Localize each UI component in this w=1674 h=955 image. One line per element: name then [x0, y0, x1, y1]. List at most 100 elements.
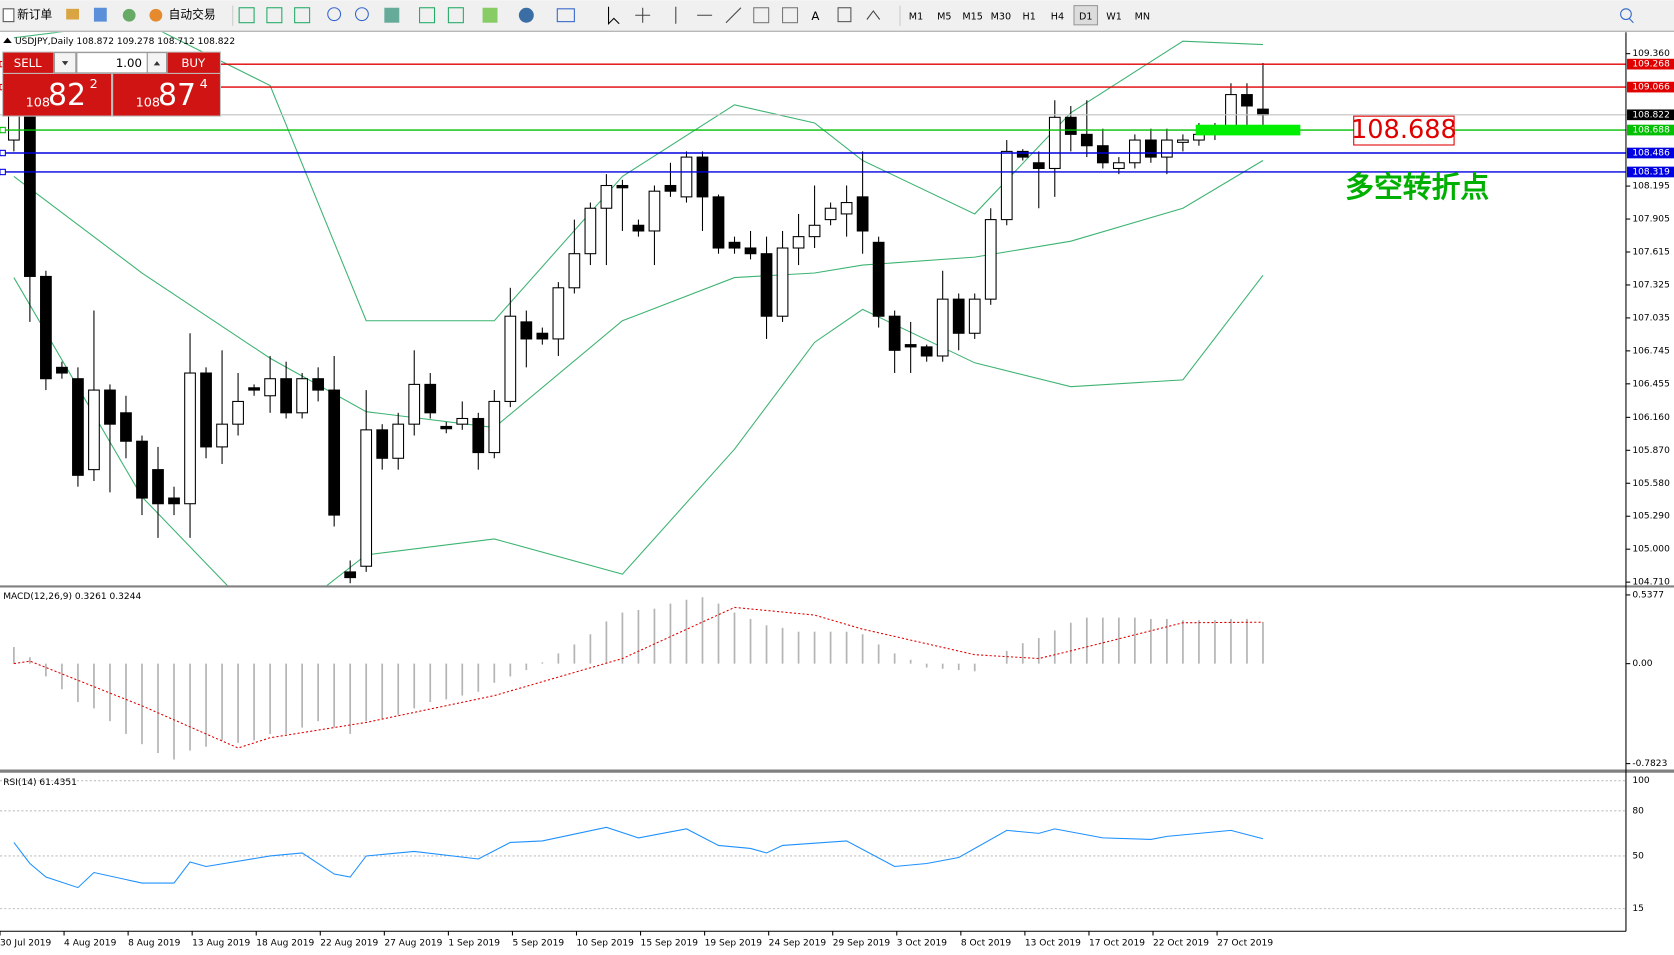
level-label: 108.688: [1632, 126, 1670, 136]
candle-body: [344, 571, 357, 579]
toolbar-button[interactable]: 新订单: [17, 8, 52, 22]
level-box: [1627, 58, 1674, 70]
candle-body: [1048, 116, 1061, 169]
level-box: [1627, 81, 1674, 93]
candle-body: [1064, 116, 1077, 135]
ask-frac: 4: [200, 77, 208, 92]
timeframe-button[interactable]: M1: [909, 11, 923, 22]
candle-body: [56, 366, 68, 374]
candle-body: [568, 253, 581, 289]
y-tick-label: 108.195: [1632, 182, 1669, 192]
x-tick-label: 19 Sep 2019: [705, 938, 763, 948]
macd-signal: [13, 606, 1263, 749]
timeframe-button[interactable]: H1: [1023, 11, 1036, 22]
level-label: 109.268: [1632, 60, 1670, 70]
timeframe-button[interactable]: D1: [1079, 11, 1093, 22]
candle-body: [1177, 139, 1189, 143]
level-label: 109.066: [1632, 83, 1670, 93]
x-tick-label: 3 Oct 2019: [897, 938, 947, 948]
chart-header: USDJPY,Daily 108.872 109.278 108.712 108…: [15, 36, 235, 46]
candle-body: [520, 321, 533, 340]
macd-plot: [13, 597, 1264, 760]
candle-body: [1128, 139, 1141, 164]
volume-value[interactable]: 1.00: [116, 56, 142, 70]
ask-box[interactable]: [113, 73, 220, 116]
timeframe-button[interactable]: MN: [1135, 11, 1150, 22]
y-tick-label: 15: [1632, 904, 1644, 914]
candle-body: [392, 423, 405, 459]
sell-button[interactable]: [3, 52, 54, 73]
y-tick-label: 109.360: [1632, 49, 1670, 59]
candle-body: [904, 344, 917, 348]
y-tick-label: 107.615: [1632, 247, 1669, 257]
level-handle[interactable]: [0, 168, 6, 176]
toolbar-button[interactable]: 自动交易: [169, 8, 216, 22]
candle-body: [984, 219, 997, 300]
candle-body: [408, 383, 421, 425]
x-tick-label: 24 Sep 2019: [769, 938, 827, 948]
candle-body: [312, 378, 325, 391]
y-tick-label: 105.870: [1632, 446, 1670, 456]
candle-body: [216, 423, 228, 448]
timeframe-button[interactable]: W1: [1106, 11, 1122, 22]
ask-big: 108: [136, 95, 160, 110]
candle-body: [296, 378, 309, 414]
x-tick-label: 22 Aug 2019: [320, 938, 378, 948]
candle-body: [104, 389, 116, 425]
candle-body: [1032, 162, 1045, 169]
level-handle[interactable]: [0, 149, 6, 157]
x-tick-label: 10 Sep 2019: [577, 938, 635, 948]
x-tick-label: 30 Jul 2019: [0, 938, 52, 948]
y-tick-label: 0.5377: [1632, 590, 1664, 600]
candle-body: [504, 315, 517, 402]
y-tick-label: 105.580: [1632, 479, 1670, 489]
candle-body: [536, 332, 549, 340]
candle-body: [472, 417, 485, 454]
timeframes: M1 M5 M15 M30 H1 H4 D1 W1 MN: [909, 5, 1150, 26]
candle-body: [968, 298, 981, 334]
candle-body: [120, 412, 132, 442]
y-tick-label: -0.7823: [1632, 759, 1667, 769]
turning-zone: [1195, 124, 1301, 136]
level-box: [1627, 124, 1674, 136]
candle-body: [920, 346, 933, 357]
y-tick-label: 106.745: [1632, 346, 1669, 356]
candle-body: [24, 94, 36, 277]
y-tick-label: 105.000: [1632, 545, 1670, 555]
x-tick-label: 8 Oct 2019: [961, 938, 1011, 948]
candle-body: [840, 202, 853, 215]
candle-body: [136, 440, 148, 499]
candle-body: [584, 207, 597, 255]
x-tick-label: 22 Oct 2019: [1153, 938, 1209, 948]
y-tick-label: 106.160: [1632, 413, 1670, 423]
x-tick-label: 17 Oct 2019: [1089, 938, 1145, 948]
timeframe-button[interactable]: M5: [937, 11, 951, 22]
y-tick-label: 107.325: [1632, 280, 1669, 290]
candle-body: [632, 224, 645, 232]
candle-body: [1257, 108, 1269, 116]
bid-frac: 2: [90, 77, 98, 92]
candle-body: [600, 184, 613, 209]
header-arrow: [3, 37, 12, 43]
timeframe-button[interactable]: M15: [962, 11, 983, 22]
y-tick-label: 50: [1632, 851, 1644, 861]
buy-label[interactable]: BUY: [181, 56, 206, 70]
candle-body: [888, 315, 901, 351]
bid-box[interactable]: [3, 73, 112, 116]
trade-panel: SELL 1.00 BUY 108 82 2 108 87 4: [2, 51, 221, 117]
candle-body: [456, 417, 469, 425]
buy-button[interactable]: [167, 52, 220, 73]
sell-label[interactable]: SELL: [14, 56, 42, 70]
timeframe-button[interactable]: H4: [1051, 11, 1064, 22]
timeframe-button[interactable]: M30: [991, 11, 1012, 22]
candle-body: [1112, 162, 1125, 169]
price-callout: 108.688: [1351, 115, 1457, 145]
current-price-label: 108.822: [1632, 110, 1669, 120]
x-tick-label: 13 Aug 2019: [192, 938, 250, 948]
rsi-header: RSI(14) 61.4351: [3, 777, 77, 787]
toolbar: [0, 0, 1674, 32]
level-handle[interactable]: [0, 126, 6, 134]
level-box: [1627, 147, 1674, 159]
